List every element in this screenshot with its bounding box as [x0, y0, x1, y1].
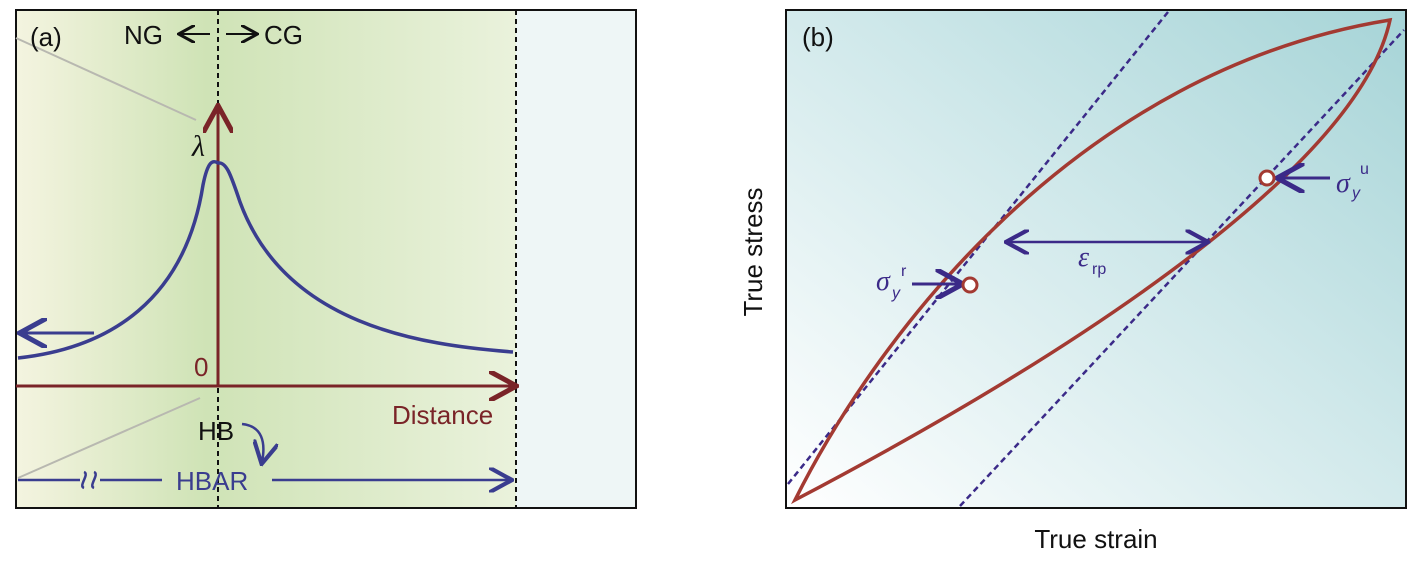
panel-b-frame — [785, 9, 1407, 509]
zero-label: 0 — [194, 352, 208, 382]
dashed-guide-right — [959, 29, 1405, 507]
y-axis-label: True stress — [738, 187, 768, 316]
epsilon-subscript: rp — [1092, 261, 1106, 278]
sigma-r-symbol: σ — [876, 266, 891, 297]
sigma-r-subscript: y — [891, 285, 901, 302]
yield-point-r — [961, 276, 979, 294]
panel-a: (a) NG CG λ 0 Distance HB HBAR — [15, 9, 637, 509]
panel-b: (b) ε rp σ y r σ y u True strain True st… — [738, 9, 1407, 554]
panel-b-tag: (b) — [802, 22, 834, 52]
cg-label: CG — [264, 20, 303, 50]
lambda-curve — [17, 159, 514, 360]
sigma-r-superscript: r — [901, 263, 907, 280]
sigma-u-superscript: u — [1360, 161, 1369, 178]
distance-label: Distance — [392, 400, 493, 430]
panel-a-tag: (a) — [30, 22, 62, 52]
hb-curved-arrow — [241, 422, 263, 462]
grey-diagonal-upper — [15, 37, 197, 121]
hbar-break-symbol — [81, 470, 97, 490]
x-axis-label: True strain — [1034, 524, 1157, 554]
sigma-u-subscript: y — [1351, 185, 1361, 202]
lambda-label: λ — [191, 130, 205, 163]
panel-a-frame — [15, 9, 637, 509]
panel-a-background — [16, 10, 516, 508]
hb-label: HB — [198, 416, 234, 446]
panel-b-background — [786, 10, 1406, 508]
yield-point-u — [1258, 169, 1276, 187]
hbar-label: HBAR — [176, 466, 248, 496]
panel-a-right-region — [516, 10, 636, 508]
ng-label: NG — [124, 20, 163, 50]
grey-diagonal-lower — [17, 397, 201, 479]
epsilon-symbol: ε — [1078, 242, 1089, 273]
sigma-u-symbol: σ — [1336, 168, 1351, 199]
hysteresis-loop — [791, 17, 1393, 505]
